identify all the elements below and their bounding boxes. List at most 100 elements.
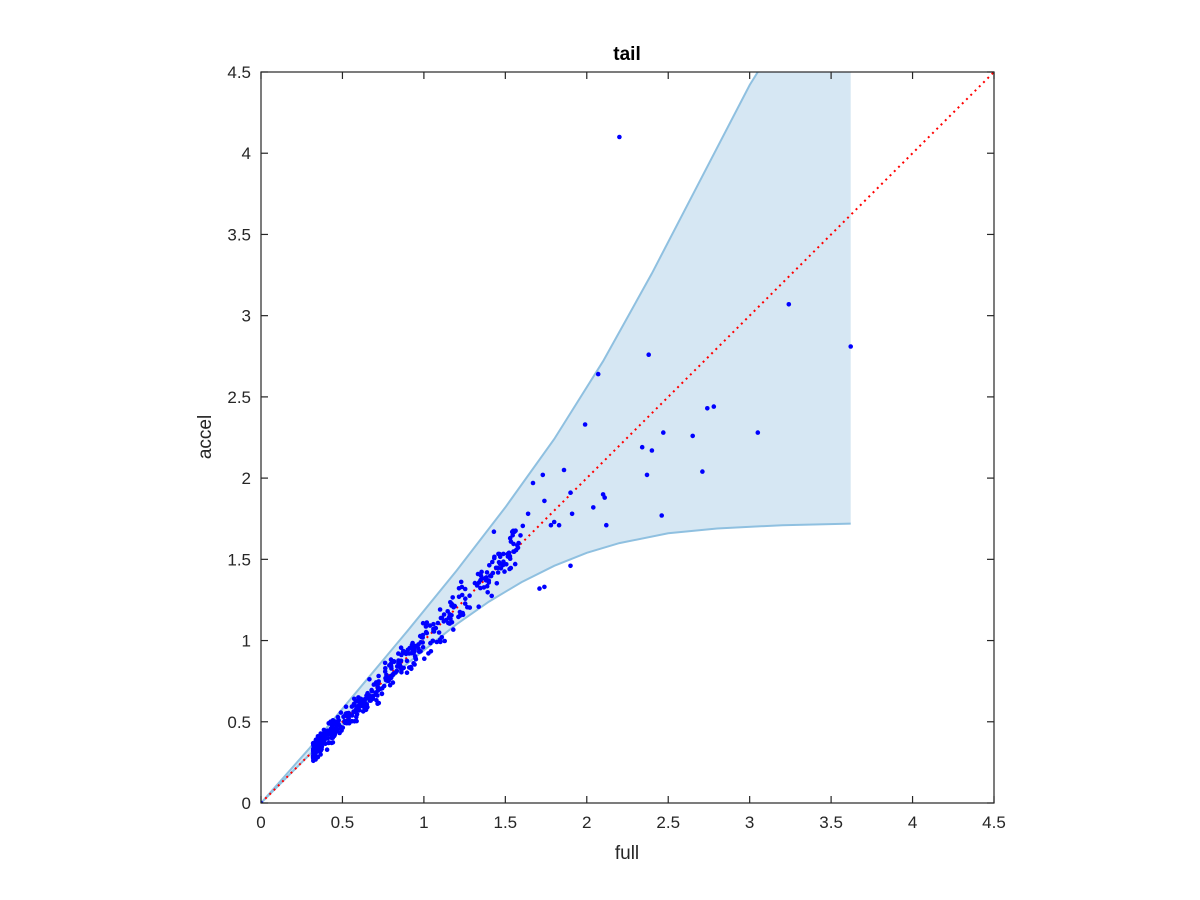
data-point	[507, 566, 512, 572]
data-point	[582, 422, 588, 427]
data-point	[451, 627, 456, 632]
data-point	[463, 596, 468, 601]
data-point	[485, 590, 491, 595]
data-point	[441, 612, 447, 617]
data-point	[449, 613, 454, 618]
data-point	[365, 694, 370, 700]
data-point	[484, 570, 490, 575]
data-point	[367, 677, 372, 682]
band-upper-edge	[261, 72, 759, 803]
data-point	[388, 664, 394, 669]
data-point	[393, 670, 398, 675]
data-point	[332, 732, 338, 737]
x-tick-label: 3.5	[819, 813, 843, 832]
data-point	[328, 729, 334, 735]
data-point	[456, 594, 462, 600]
data-point	[467, 593, 472, 598]
data-point	[520, 523, 526, 529]
data-point	[639, 444, 645, 450]
plot-contents	[261, 72, 994, 803]
data-point	[422, 656, 427, 661]
data-point	[431, 627, 437, 633]
data-point	[568, 490, 573, 496]
data-point	[370, 696, 376, 701]
chart-title: tail	[613, 44, 640, 65]
data-point	[443, 617, 449, 623]
data-point	[349, 713, 355, 718]
y-tick-label: 4	[242, 144, 251, 163]
data-point	[661, 430, 666, 435]
y-tick-label: 4.5	[227, 63, 251, 82]
data-point	[362, 699, 367, 704]
data-point	[356, 698, 362, 703]
data-point	[404, 670, 410, 675]
data-point	[334, 727, 339, 732]
data-point	[404, 658, 410, 664]
data-point	[390, 673, 395, 678]
data-point	[428, 649, 434, 654]
data-point	[491, 529, 497, 534]
data-point	[398, 645, 404, 650]
y-tick-label: 1.5	[227, 550, 251, 569]
data-point	[591, 505, 596, 510]
data-point	[342, 718, 347, 724]
data-point	[318, 748, 324, 753]
data-point	[388, 657, 394, 662]
data-point	[659, 513, 664, 518]
data-point	[786, 302, 792, 307]
data-point	[551, 519, 557, 525]
data-point	[374, 692, 379, 698]
data-point	[375, 685, 381, 690]
data-point	[700, 469, 705, 474]
data-point	[501, 551, 506, 557]
data-point	[497, 561, 503, 567]
data-point	[488, 573, 494, 579]
x-tick-label: 1	[419, 813, 428, 832]
data-point	[411, 648, 417, 654]
band-lower-edge	[261, 522, 851, 803]
data-point	[489, 593, 495, 599]
data-point	[474, 583, 480, 588]
data-point	[492, 554, 497, 560]
data-point	[449, 603, 454, 608]
y-tick-label: 0.5	[227, 713, 251, 732]
y-tick-label: 2.5	[227, 388, 251, 407]
data-point	[324, 747, 330, 752]
data-point	[385, 678, 390, 683]
data-point	[365, 690, 370, 696]
axes-box	[260, 71, 995, 804]
data-point	[595, 371, 601, 377]
data-point	[462, 586, 468, 592]
data-point	[604, 522, 609, 528]
data-point	[644, 472, 650, 478]
data-point	[617, 134, 622, 140]
data-point	[478, 573, 484, 579]
data-point	[478, 585, 483, 591]
data-point	[512, 529, 517, 535]
data-point	[369, 688, 375, 694]
data-point	[568, 563, 573, 569]
data-point	[323, 741, 328, 746]
data-point	[382, 660, 388, 666]
data-point	[321, 727, 327, 733]
data-point	[507, 535, 513, 541]
data-point	[329, 722, 335, 728]
data-point	[376, 673, 381, 679]
axes: 0 0.5 1 1.5 2 2.5 3 3.5 4 4.5 0 0.5 1 1.5 2 2.5 3 3.5 4 4.5	[227, 63, 1005, 832]
data-point	[542, 584, 547, 590]
data-point	[409, 666, 414, 672]
data-point	[333, 719, 338, 724]
reference-line	[261, 72, 994, 803]
data-point	[755, 430, 761, 435]
data-point	[420, 645, 426, 650]
data-point	[462, 601, 468, 606]
data-point	[542, 498, 547, 504]
data-point	[416, 646, 421, 651]
data-point	[387, 682, 393, 688]
data-point	[353, 708, 359, 714]
data-point	[380, 686, 385, 691]
data-point	[479, 569, 484, 575]
data-point	[358, 703, 363, 709]
data-point	[321, 731, 326, 737]
data-point	[445, 609, 451, 614]
